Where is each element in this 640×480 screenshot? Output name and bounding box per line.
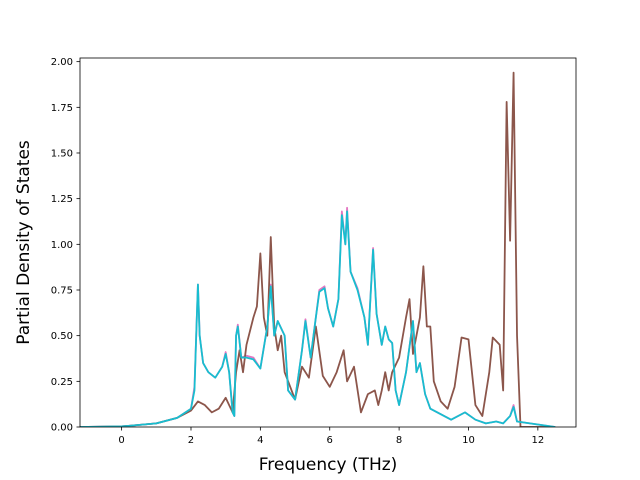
plot-area [80,58,576,427]
y-tick-label: 1.25 [51,194,73,205]
y-tick-label: 0.25 [51,377,73,388]
x-tick-label: 10 [462,435,475,446]
x-axis-ticks: 0 2 4 6 8 10 12 [118,427,544,446]
y-tick-label: 0.75 [51,285,73,296]
x-tick-label: 6 [327,435,333,446]
x-tick-label: 0 [118,435,124,446]
x-axis-title: Frequency (THz) [259,455,398,475]
x-tick-label: 4 [257,435,263,446]
y-tick-label: 1.75 [51,103,73,114]
x-tick-label: 2 [188,435,194,446]
series-line-3 [80,210,556,427]
y-tick-label: 2.00 [51,57,73,68]
y-axis-title: Partial Density of States [14,140,34,345]
y-tick-label: 1.00 [51,240,73,251]
y-tick-label: 1.50 [51,148,73,159]
series-layer [80,71,556,427]
x-tick-label: 8 [396,435,402,446]
y-tick-label: 0.50 [51,331,73,342]
x-tick-label: 12 [531,435,544,446]
y-tick-label: 0.00 [51,423,73,434]
y-axis-ticks: 0.00 0.25 0.50 0.75 1.00 1.25 1.50 1.75 2.00 [51,57,80,434]
plot-frame [79,57,577,428]
